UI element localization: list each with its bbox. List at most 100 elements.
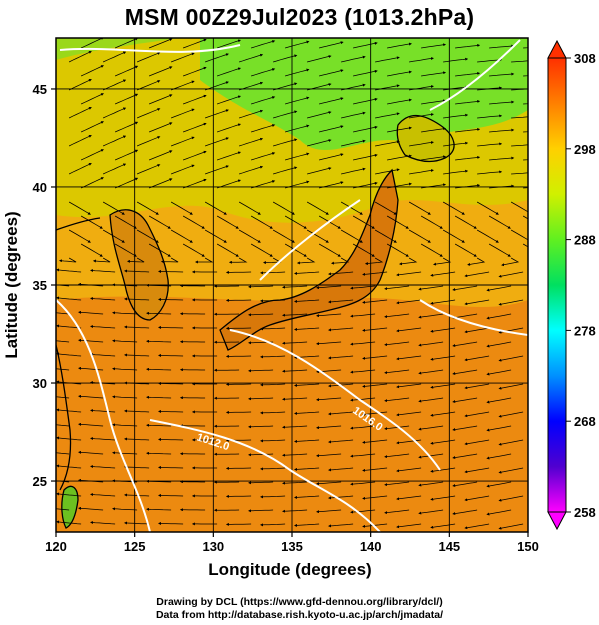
streamline: [58, 257, 77, 263]
streamline: [489, 44, 515, 49]
streamline: [284, 152, 310, 161]
streamline: [124, 381, 150, 385]
streamline: [396, 523, 422, 529]
streamline: [328, 439, 354, 444]
streamline: [418, 397, 444, 403]
streamline: [68, 79, 92, 91]
streamline: [282, 481, 308, 485]
streamline: [340, 201, 363, 215]
streamline: [294, 299, 320, 303]
streamline: [282, 453, 308, 457]
streamline: [250, 243, 273, 257]
streamline: [90, 409, 116, 413]
streamline: [56, 492, 82, 497]
streamline: [362, 523, 388, 528]
streamline: [362, 299, 388, 304]
streamline: [350, 341, 376, 346]
chart-title: MSM 00Z29Jul2023 (1013.2hPa): [124, 4, 475, 30]
streamline: [328, 411, 354, 416]
streamline: [374, 201, 397, 215]
streamline: [204, 201, 227, 215]
streamline: [146, 479, 172, 483]
streamline: [362, 495, 388, 500]
streamline: [114, 177, 139, 189]
streamline: [464, 495, 490, 502]
streamline: [272, 54, 298, 63]
streamline: [452, 369, 478, 376]
streamline: [399, 257, 418, 266]
streamline: [56, 520, 82, 525]
colorbar-ticks: 308 298 288 278 268 258: [566, 51, 596, 520]
streamline: [148, 94, 173, 105]
streamline: [328, 467, 354, 472]
streamline: [430, 355, 456, 361]
streamline: [409, 57, 434, 63]
streamline: [68, 135, 92, 147]
streamline: [430, 327, 456, 333]
streamline: [102, 135, 127, 147]
streamline: [316, 481, 342, 486]
streamline: [421, 155, 447, 161]
x-tick-label: 130: [202, 539, 224, 554]
streamline: [56, 268, 82, 273]
streamline: [498, 411, 524, 418]
streamline: [112, 311, 138, 315]
streamline: [78, 422, 104, 427]
streamline: [182, 38, 207, 49]
streamline: [260, 523, 286, 527]
streamline: [452, 313, 478, 320]
streamline: [430, 467, 456, 473]
streamline: [350, 481, 376, 486]
streamline: [272, 229, 295, 243]
streamline: [477, 142, 503, 147]
streamline: [418, 425, 444, 431]
streamline: [501, 257, 520, 267]
streamline: [418, 285, 444, 291]
streamline: [498, 439, 524, 446]
streamline: [158, 437, 184, 441]
streamline: [148, 215, 171, 229]
streamline: [204, 165, 229, 175]
streamline: [418, 509, 444, 515]
streamline: [250, 40, 276, 49]
streamline: [384, 509, 410, 515]
isobar-line: [59, 44, 241, 53]
streamline: [316, 313, 342, 318]
credit-drawing: Drawing by DCL (https://www.gfd-dennou.o…: [156, 596, 443, 608]
streamline: [112, 451, 138, 455]
streamline: [238, 229, 261, 243]
x-tick-label: 120: [45, 539, 67, 554]
streamline: [282, 425, 308, 429]
streamline: [250, 180, 276, 189]
streamline: [375, 84, 400, 91]
streamline: [56, 464, 82, 469]
y-tick-label: 35: [33, 278, 47, 293]
streamline: [316, 453, 342, 458]
streamline: [102, 229, 125, 243]
streamline: [384, 481, 410, 487]
streamline: [216, 39, 242, 49]
streamline: [248, 425, 274, 429]
streamline: [124, 437, 150, 441]
streamline: [56, 408, 82, 413]
streamline: [216, 151, 242, 161]
streamline: [384, 341, 410, 347]
streamline: [216, 123, 242, 133]
streamline: [489, 72, 515, 77]
streamline: [272, 166, 298, 175]
streamline: [250, 152, 276, 161]
streamline: [294, 439, 320, 443]
streamline: [158, 353, 184, 357]
streamline: [387, 70, 412, 77]
streamline: [114, 65, 139, 77]
streamline: [511, 172, 528, 175]
streamline: [523, 131, 528, 133]
streamline: [362, 327, 388, 332]
streamline: [248, 397, 274, 401]
isobar-line: [56, 299, 151, 532]
streamline: [56, 380, 82, 385]
streamline: [260, 495, 286, 499]
streamline: [194, 257, 214, 264]
streamline: [387, 42, 412, 49]
streamline: [409, 141, 434, 147]
